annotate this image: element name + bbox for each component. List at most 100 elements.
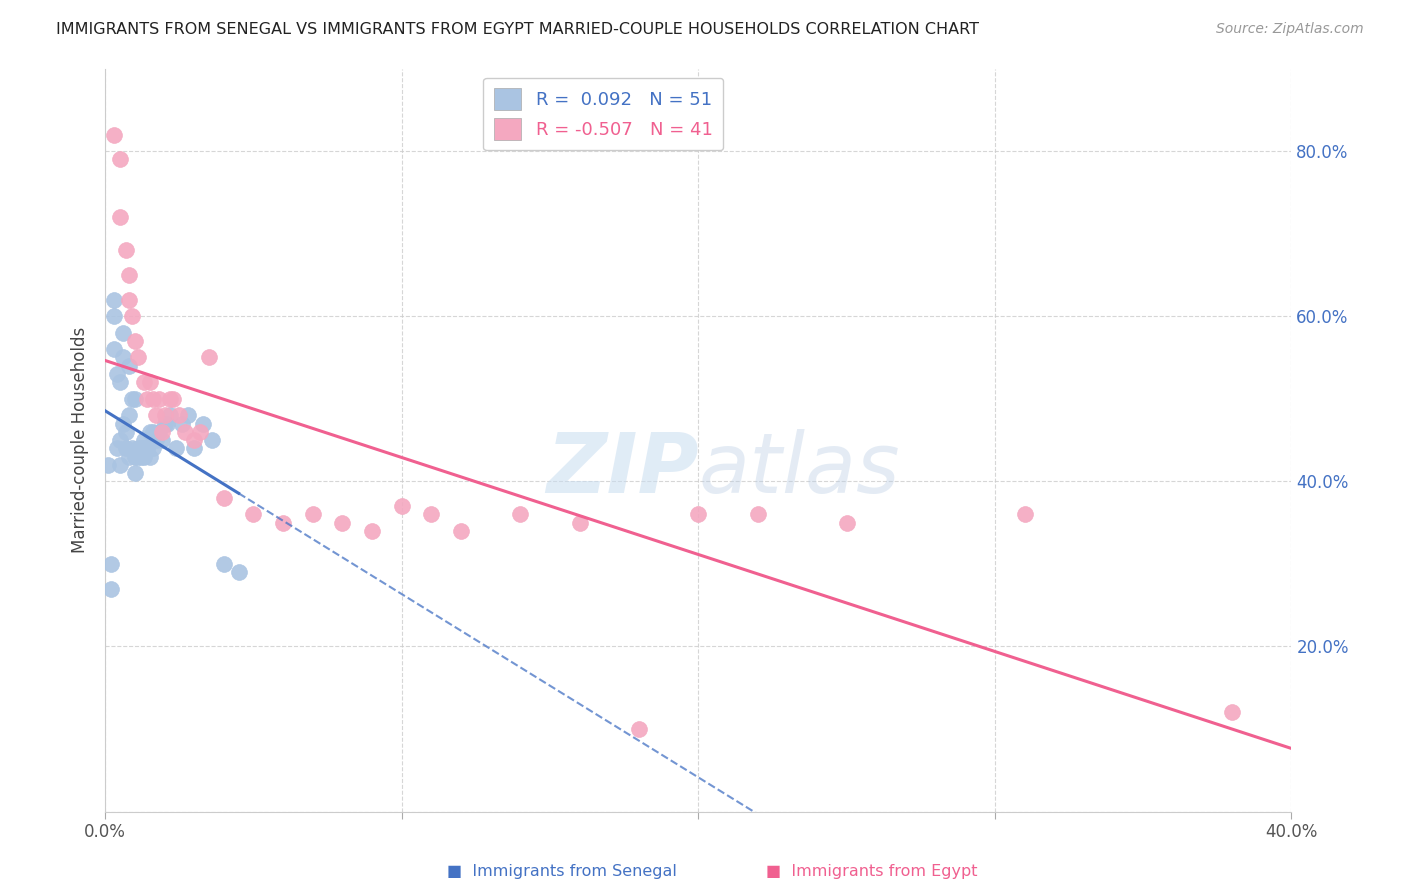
Point bbox=[129, 450, 152, 464]
Point bbox=[124, 450, 146, 464]
Point bbox=[191, 417, 214, 431]
Point bbox=[174, 425, 197, 439]
Point bbox=[127, 351, 149, 365]
Point bbox=[242, 508, 264, 522]
Point bbox=[124, 334, 146, 348]
Point bbox=[124, 392, 146, 406]
Point bbox=[148, 425, 170, 439]
Text: atlas: atlas bbox=[699, 429, 900, 510]
Point bbox=[124, 466, 146, 480]
Text: Source: ZipAtlas.com: Source: ZipAtlas.com bbox=[1216, 22, 1364, 37]
Point bbox=[129, 442, 152, 456]
Point bbox=[132, 376, 155, 390]
Point bbox=[138, 425, 160, 439]
Point bbox=[135, 392, 157, 406]
Point bbox=[103, 293, 125, 307]
Point bbox=[188, 425, 211, 439]
Point bbox=[100, 582, 122, 596]
Point bbox=[132, 433, 155, 447]
Point bbox=[271, 516, 294, 530]
Point bbox=[145, 433, 167, 447]
Point bbox=[111, 417, 134, 431]
Point bbox=[1220, 706, 1243, 720]
Point bbox=[108, 210, 131, 224]
Point bbox=[145, 409, 167, 423]
Point bbox=[747, 508, 769, 522]
Point bbox=[142, 425, 165, 439]
Point bbox=[121, 392, 143, 406]
Point bbox=[115, 243, 138, 257]
Point bbox=[509, 508, 531, 522]
Point bbox=[103, 342, 125, 356]
Point bbox=[420, 508, 443, 522]
Point bbox=[135, 442, 157, 456]
Point bbox=[172, 417, 194, 431]
Point bbox=[332, 516, 354, 530]
Point bbox=[159, 392, 181, 406]
Point bbox=[148, 392, 170, 406]
Point bbox=[103, 128, 125, 142]
Point bbox=[103, 309, 125, 323]
Point bbox=[162, 392, 184, 406]
Point bbox=[1014, 508, 1036, 522]
Point bbox=[183, 433, 205, 447]
Point bbox=[121, 309, 143, 323]
Point bbox=[450, 524, 472, 538]
Point bbox=[108, 376, 131, 390]
Point bbox=[111, 326, 134, 340]
Text: ZIP: ZIP bbox=[546, 429, 699, 510]
Point bbox=[97, 458, 120, 472]
Point bbox=[150, 425, 173, 439]
Point bbox=[111, 351, 134, 365]
Point bbox=[165, 442, 187, 456]
Point bbox=[183, 442, 205, 456]
Point bbox=[177, 409, 200, 423]
Point bbox=[391, 499, 413, 513]
Point bbox=[153, 417, 176, 431]
Point bbox=[108, 458, 131, 472]
Point bbox=[568, 516, 591, 530]
Point bbox=[301, 508, 323, 522]
Point bbox=[150, 433, 173, 447]
Point bbox=[132, 442, 155, 456]
Point bbox=[361, 524, 384, 538]
Point bbox=[159, 409, 181, 423]
Text: ■  Immigrants from Egypt: ■ Immigrants from Egypt bbox=[766, 863, 977, 879]
Legend: R =  0.092   N = 51, R = -0.507   N = 41: R = 0.092 N = 51, R = -0.507 N = 41 bbox=[484, 78, 724, 151]
Point bbox=[115, 442, 138, 456]
Point bbox=[118, 409, 141, 423]
Point bbox=[108, 153, 131, 167]
Point bbox=[142, 392, 165, 406]
Point bbox=[212, 491, 235, 505]
Point bbox=[153, 409, 176, 423]
Point bbox=[138, 450, 160, 464]
Point bbox=[118, 293, 141, 307]
Point bbox=[135, 442, 157, 456]
Point bbox=[105, 442, 128, 456]
Point bbox=[105, 367, 128, 381]
Point bbox=[169, 409, 191, 423]
Point bbox=[198, 351, 221, 365]
Point bbox=[121, 442, 143, 456]
Text: IMMIGRANTS FROM SENEGAL VS IMMIGRANTS FROM EGYPT MARRIED-COUPLE HOUSEHOLDS CORRE: IMMIGRANTS FROM SENEGAL VS IMMIGRANTS FR… bbox=[56, 22, 979, 37]
Point bbox=[115, 425, 138, 439]
Point bbox=[118, 268, 141, 282]
Point bbox=[142, 442, 165, 456]
Point bbox=[132, 450, 155, 464]
Point bbox=[627, 722, 650, 736]
Point bbox=[138, 376, 160, 390]
Point bbox=[156, 417, 179, 431]
Y-axis label: Married-couple Households: Married-couple Households bbox=[72, 326, 89, 553]
Point bbox=[127, 450, 149, 464]
Point bbox=[212, 557, 235, 571]
Point bbox=[108, 433, 131, 447]
Point bbox=[118, 359, 141, 373]
Point bbox=[201, 433, 224, 447]
Point bbox=[688, 508, 710, 522]
Point bbox=[118, 450, 141, 464]
Point bbox=[100, 557, 122, 571]
Text: ■  Immigrants from Senegal: ■ Immigrants from Senegal bbox=[447, 863, 678, 879]
Point bbox=[835, 516, 858, 530]
Point bbox=[127, 442, 149, 456]
Point bbox=[228, 565, 250, 579]
